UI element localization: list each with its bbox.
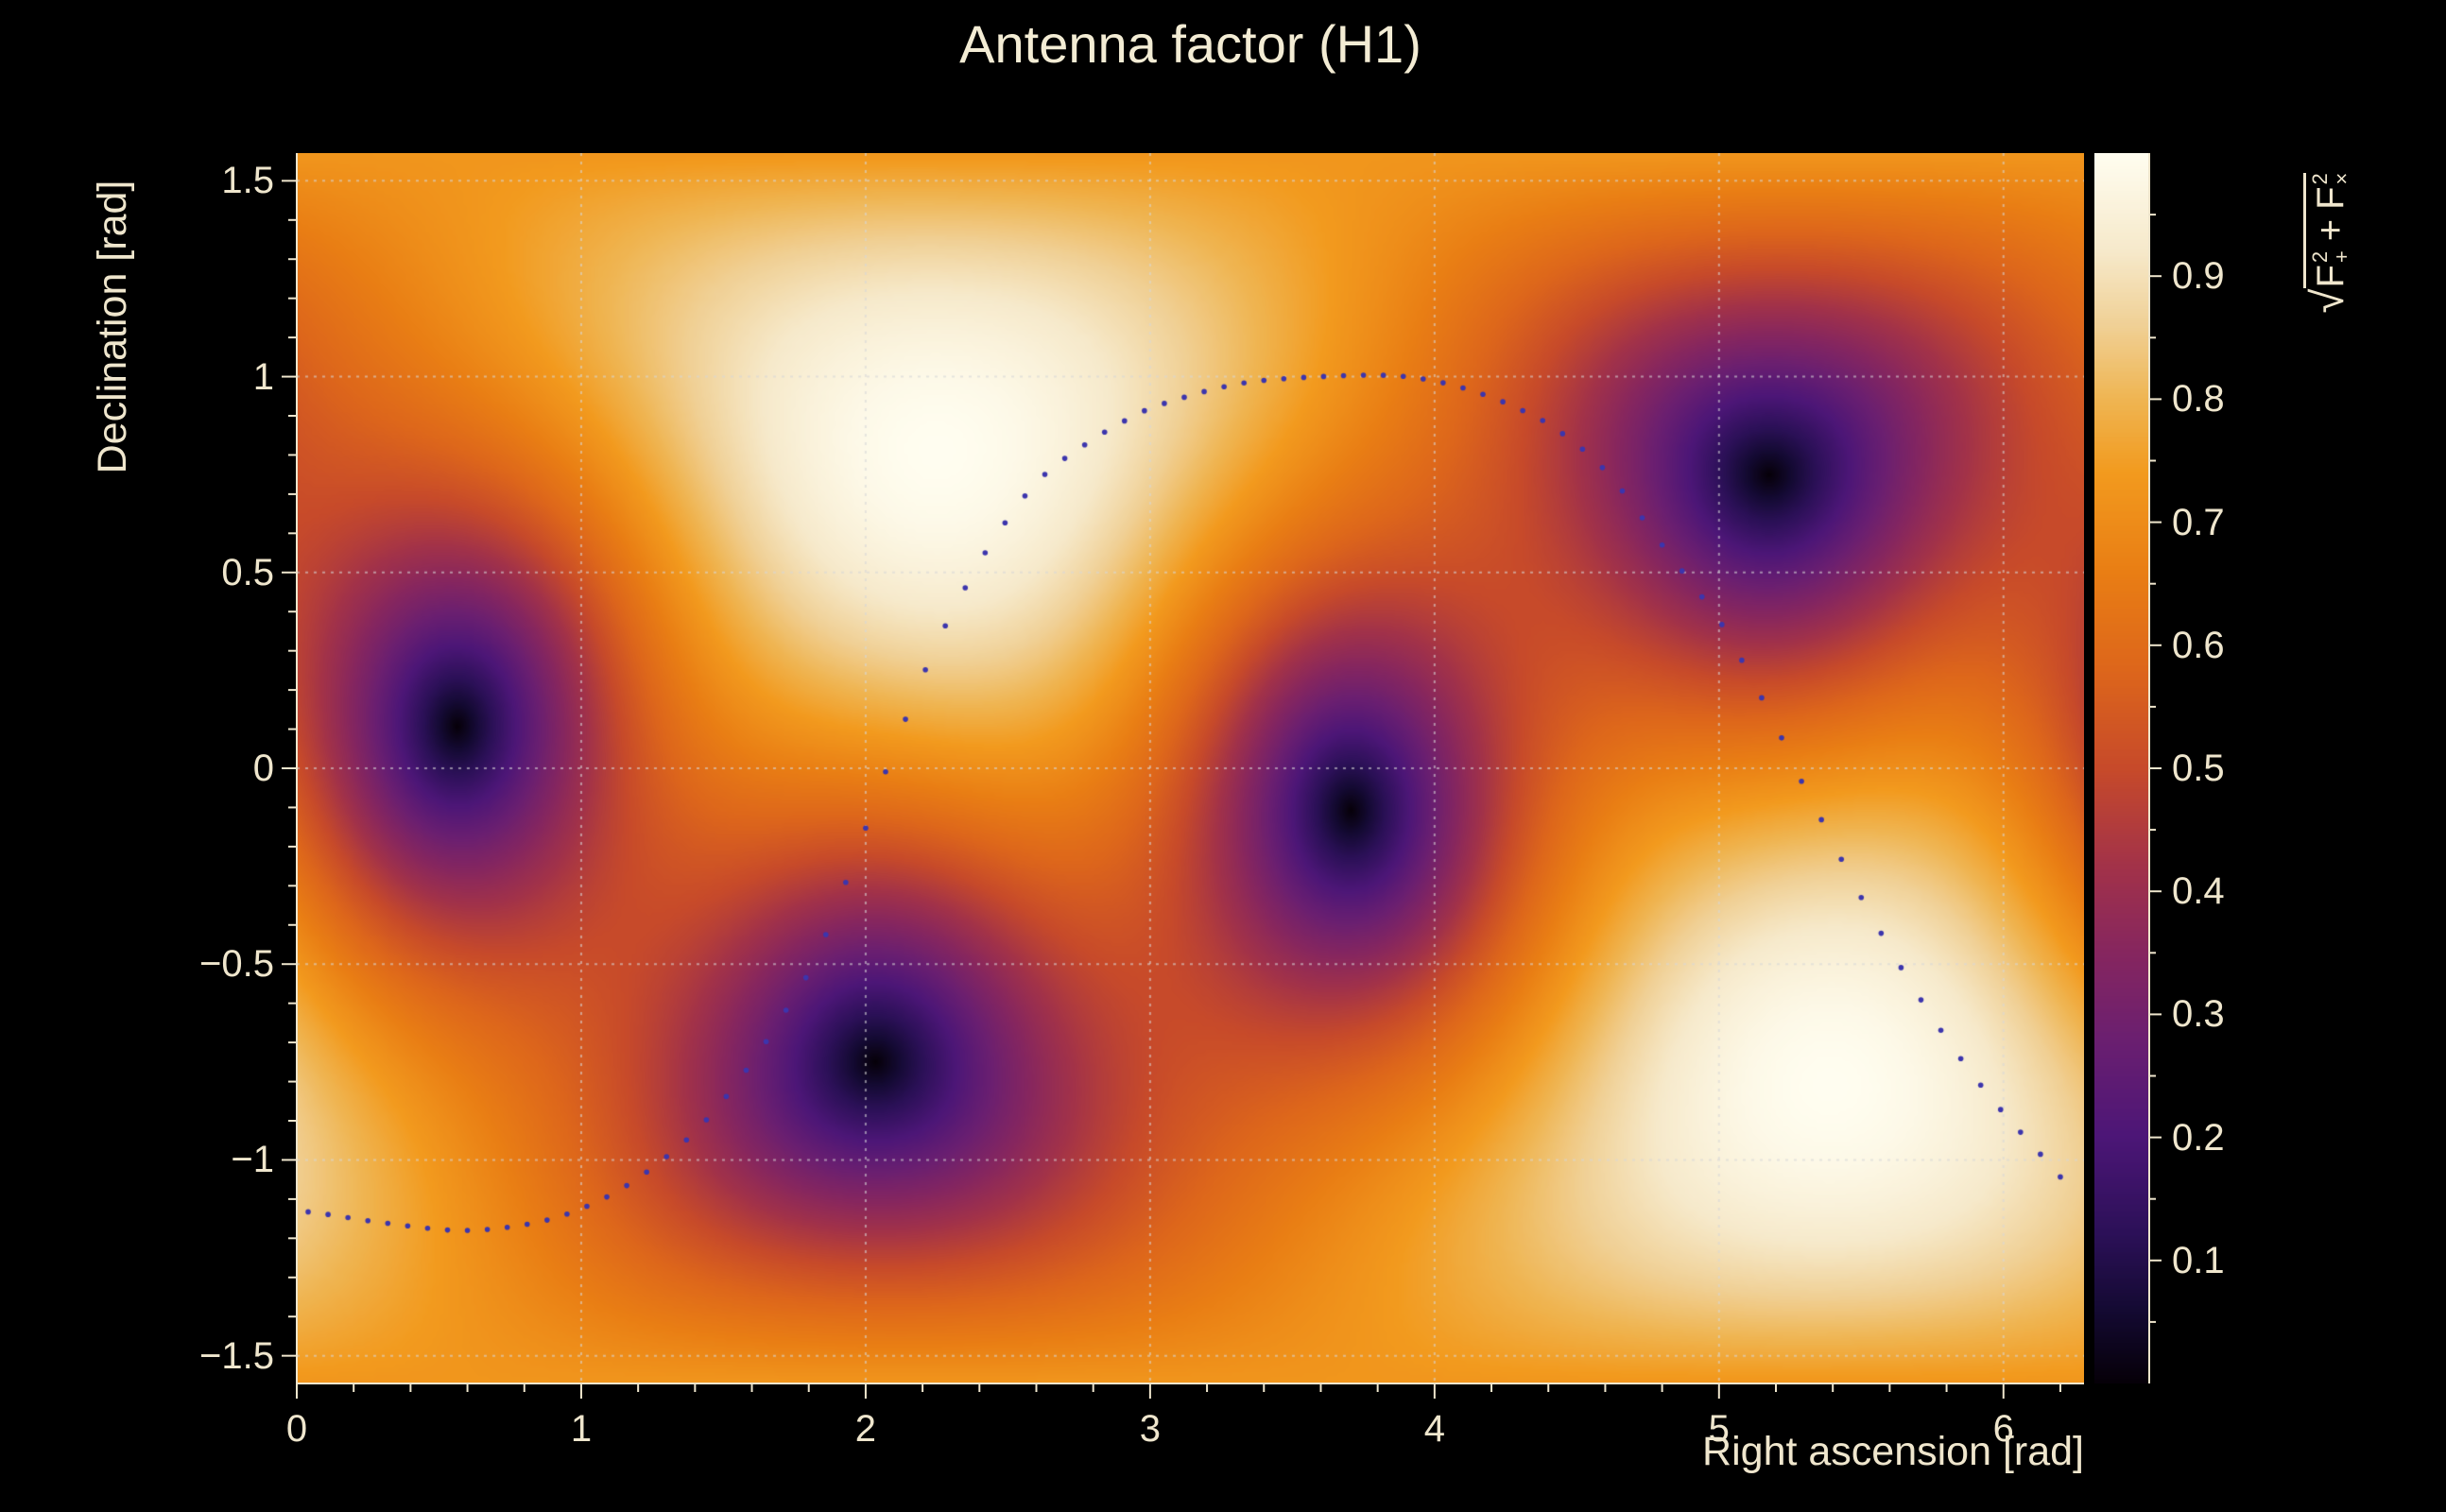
x-tick-label: 4 <box>1423 1408 1445 1450</box>
y-tick-label: 1.5 <box>221 160 274 202</box>
colorbar-tick-label: 0.4 <box>2172 870 2225 913</box>
chart-title: Antenna factor (H1) <box>959 14 1421 74</box>
x-axis-title: Right ascension [rad] <box>1702 1429 2084 1474</box>
x-tick-label: 1 <box>570 1408 593 1450</box>
x-tick-label: 2 <box>854 1408 877 1450</box>
y-tick-label: 0.5 <box>221 551 274 593</box>
colorbar-tick-label: 0.8 <box>2172 378 2225 421</box>
plus-operator: + <box>2309 218 2351 242</box>
y-tick-label: 1 <box>252 355 274 398</box>
colorbar-tick-label: 0.7 <box>2172 501 2225 543</box>
colorbar-tick-label: 0.3 <box>2172 993 2225 1036</box>
colorbar-tick-label: 0.2 <box>2172 1116 2225 1159</box>
x-tick-label: 3 <box>1139 1408 1161 1450</box>
colorbar-canvas <box>2094 153 2149 1383</box>
y-tick-label: −1 <box>231 1139 274 1181</box>
colorbar-tick-label: 0.1 <box>2172 1239 2225 1281</box>
colorbar-tick-label: 0.5 <box>2172 747 2225 789</box>
x-tick-label: 0 <box>285 1408 308 1450</box>
y-tick-label: −0.5 <box>199 943 274 986</box>
y-tick-label: 0 <box>252 747 274 789</box>
colorbar-tick-label: 0.6 <box>2172 624 2225 666</box>
f-cross-term: F 2 × <box>2307 172 2353 210</box>
colorbar-tick-label: 0.9 <box>2172 255 2225 298</box>
x-tick-label: 6 <box>1992 1408 2014 1450</box>
x-tick-label: 5 <box>1708 1408 1730 1450</box>
y-tick-label: −1.5 <box>199 1334 274 1377</box>
heatmap-canvas <box>297 153 2084 1383</box>
colorbar-title: √ F 2 + + F 2 × <box>2300 92 2356 394</box>
